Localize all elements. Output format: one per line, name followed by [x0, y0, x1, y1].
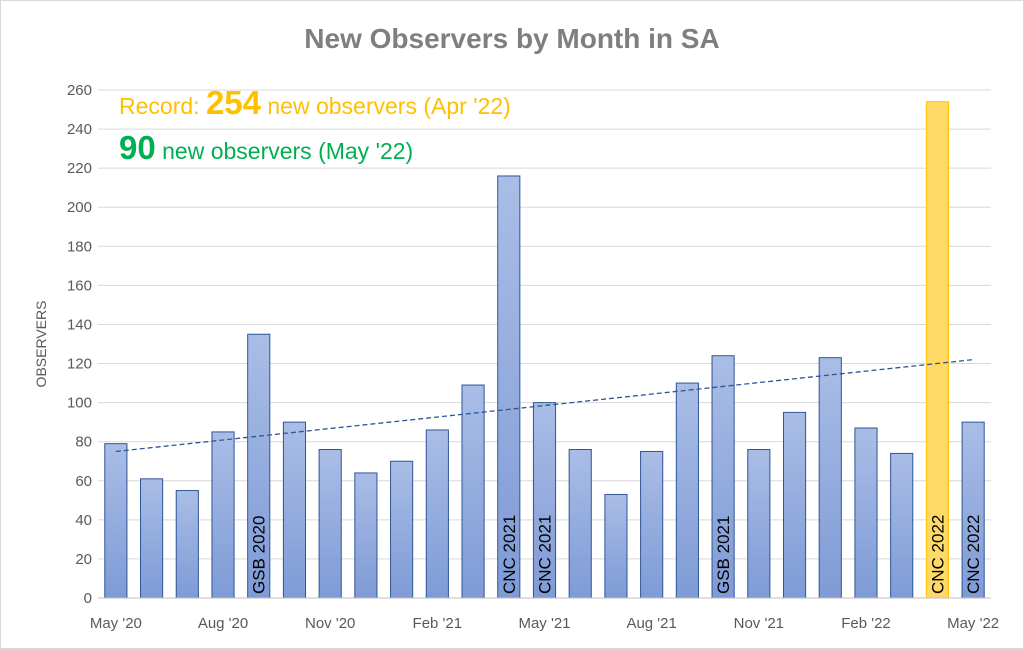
x-tick-label: Feb '21 — [413, 615, 463, 632]
y-tick-label: 220 — [67, 160, 92, 177]
x-tick-label: Aug '20 — [198, 615, 248, 632]
bar — [140, 478, 164, 599]
bar — [747, 449, 771, 599]
record-prefix: Record: — [119, 93, 206, 119]
bar — [604, 493, 628, 599]
y-tick-label: 140 — [67, 316, 92, 333]
bar-annotation: GSB 2021 — [714, 516, 733, 594]
latest-value: 90 — [119, 129, 156, 166]
bar-annotation: CNC 2022 — [928, 515, 947, 594]
bar — [425, 429, 449, 599]
y-tick-label: 200 — [67, 199, 92, 216]
y-tick-label: 120 — [67, 356, 92, 373]
y-tick-label: 40 — [75, 512, 92, 529]
bar — [818, 357, 842, 599]
bar-annotation: CNC 2022 — [964, 515, 983, 594]
x-tick-label: Nov '21 — [734, 615, 784, 632]
record-value: 254 — [205, 84, 261, 121]
y-axis-label: OBSERVERS — [33, 301, 49, 388]
latest-annotation: 90 new observers (May '22) — [119, 129, 413, 167]
y-tick-label: 240 — [67, 121, 92, 138]
record-suffix: new observers (Apr '22) — [261, 93, 511, 119]
y-tick-label: 0 — [84, 590, 92, 607]
chart-title: New Observers by Month in SA — [304, 23, 720, 54]
bar — [175, 490, 199, 599]
x-tick-label: May '22 — [947, 615, 999, 632]
record-annotation: Record: 254 new observers (Apr '22) — [119, 84, 511, 122]
bar — [211, 431, 235, 599]
bar-annotation: CNC 2021 — [536, 515, 555, 594]
bar — [782, 411, 807, 599]
y-tick-label: 20 — [75, 551, 92, 568]
x-tick-label: May '21 — [518, 615, 570, 632]
y-tick-label: 80 — [75, 434, 92, 451]
bar — [461, 384, 485, 599]
bar — [854, 427, 878, 599]
y-tick-label: 260 — [67, 82, 92, 99]
y-tick-label: 160 — [67, 277, 92, 294]
x-tick-label: Nov '20 — [305, 615, 355, 632]
y-tick-label: 60 — [75, 473, 92, 490]
bar — [675, 382, 699, 599]
x-tick-label: May '20 — [90, 615, 142, 632]
latest-suffix: new observers (May '22) — [155, 138, 414, 164]
bar-annotation: GSB 2020 — [250, 516, 269, 594]
y-tick-label: 100 — [67, 395, 92, 412]
x-tick-label: Feb '22 — [841, 615, 891, 632]
bar — [354, 472, 378, 599]
bar — [390, 460, 414, 599]
bar — [640, 450, 664, 599]
bar — [104, 443, 128, 599]
bar — [282, 421, 307, 599]
bar — [318, 449, 342, 599]
bar — [890, 452, 914, 599]
bar-annotation: CNC 2021 — [500, 515, 519, 594]
x-tick-label: Aug '21 — [626, 615, 676, 632]
bar — [568, 449, 592, 599]
y-tick-label: 180 — [67, 238, 92, 255]
